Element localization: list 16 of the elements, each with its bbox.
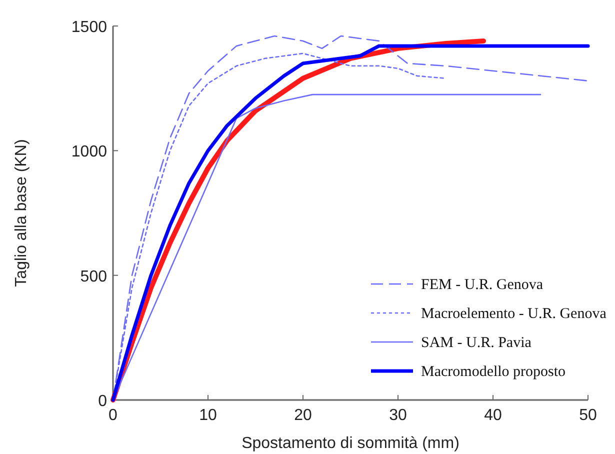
y-tick-label: 1000 — [71, 144, 108, 161]
legend-label: SAM - U.R. Pavia — [421, 335, 532, 351]
legend-label: Macromodello proposto — [421, 364, 566, 380]
x-axis-title: Spostamento di sommità (mm) — [242, 435, 460, 452]
legend-label: FEM - U.R. Genova — [421, 277, 544, 293]
x-tick-label: 30 — [389, 407, 407, 424]
x-tick-label: 10 — [199, 407, 217, 424]
y-tick-label: 0 — [98, 393, 108, 410]
x-tick-label: 50 — [579, 407, 597, 424]
x-tick-label: 0 — [108, 407, 118, 424]
y-tick-label: 500 — [80, 268, 108, 286]
y-tick-label: 1500 — [71, 19, 108, 36]
x-tick-label: 40 — [484, 407, 502, 424]
x-tick-label: 20 — [294, 407, 312, 424]
legend-label: Macroelemento - U.R. Genova — [421, 306, 607, 322]
y-axis-title: Taglio alla base (KN) — [13, 139, 30, 287]
